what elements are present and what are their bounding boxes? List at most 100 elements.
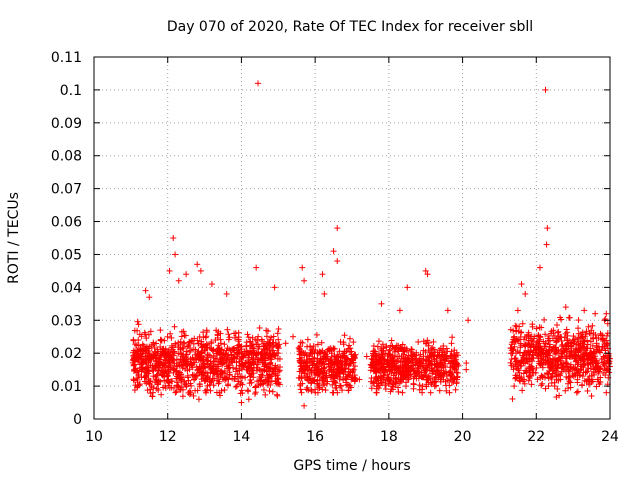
data-point [197, 355, 204, 362]
data-point [267, 381, 274, 388]
data-point [603, 389, 610, 396]
data-point [256, 324, 263, 331]
data-point [246, 360, 253, 367]
data-point [589, 322, 596, 329]
data-point [246, 339, 253, 346]
data-point [176, 371, 183, 378]
data-point [189, 354, 196, 361]
data-point [197, 365, 204, 372]
data-point [233, 366, 240, 373]
data-point [276, 367, 283, 374]
data-point [245, 396, 252, 403]
data-point [160, 351, 167, 358]
data-point [563, 326, 570, 333]
data-point [263, 327, 270, 334]
x-tick-label: 22 [527, 429, 545, 445]
data-point [212, 336, 219, 343]
data-point [260, 386, 267, 393]
data-point [135, 337, 142, 344]
data-point [132, 382, 139, 389]
data-point [162, 345, 169, 352]
data-point [173, 367, 180, 374]
data-point [219, 355, 226, 362]
data-point [579, 382, 586, 389]
data-point [271, 284, 278, 291]
data-point [228, 355, 235, 362]
data-point [257, 381, 264, 388]
data-point [238, 399, 245, 406]
data-point [314, 341, 321, 348]
data-point [173, 388, 180, 395]
data-point [509, 395, 516, 402]
data-point [195, 396, 202, 403]
data-point [329, 381, 336, 388]
data-point [226, 369, 233, 376]
data-point [541, 316, 548, 323]
data-point [229, 375, 236, 382]
data-point [155, 367, 162, 374]
data-point [187, 389, 194, 396]
data-point [404, 284, 411, 291]
data-point [172, 389, 179, 396]
data-point [528, 381, 535, 388]
data-point [184, 372, 191, 379]
data-point [153, 372, 160, 379]
data-point [215, 363, 222, 370]
y-tick-label: 0.05 [51, 247, 82, 263]
data-point [196, 381, 203, 388]
data-point [588, 392, 595, 399]
data-point [208, 340, 215, 347]
data-point [189, 364, 196, 371]
data-point [275, 336, 282, 343]
data-point [133, 347, 140, 354]
data-point [157, 348, 164, 355]
data-point [202, 369, 209, 376]
data-point [154, 371, 161, 378]
data-point [178, 333, 185, 340]
data-point [198, 368, 205, 375]
data-point [242, 374, 249, 381]
data-point [203, 329, 210, 336]
data-point [258, 336, 265, 343]
data-point [248, 379, 255, 386]
x-tick-label: 10 [85, 429, 103, 445]
data-point [268, 356, 275, 363]
data-point [142, 287, 149, 294]
data-point [183, 348, 190, 355]
data-point [194, 352, 201, 359]
data-point [575, 325, 582, 332]
data-point [213, 350, 220, 357]
y-tick-label: 0.11 [51, 50, 82, 66]
data-point [518, 281, 525, 288]
data-point [143, 353, 150, 360]
data-point [342, 365, 349, 372]
data-point [330, 248, 337, 255]
y-tick-label: 0 [73, 412, 82, 428]
data-point [134, 358, 141, 365]
data-point [299, 264, 306, 271]
data-point [207, 354, 214, 361]
y-axis-label: ROTI / TECUs [6, 192, 22, 284]
x-tick-labels: 10 12 14 16 18 20 22 24 [85, 429, 619, 445]
y-tick-label: 0.02 [51, 346, 82, 362]
data-point [131, 327, 138, 334]
data-point [170, 366, 177, 373]
data-point [230, 364, 237, 371]
data-point [250, 364, 257, 371]
data-point [399, 389, 406, 396]
data-point [207, 363, 214, 370]
data-point [233, 383, 240, 390]
data-point [197, 267, 204, 274]
data-point [160, 384, 167, 391]
data-point [202, 347, 209, 354]
data-point [270, 333, 277, 340]
data-point [223, 290, 230, 297]
data-point [130, 337, 137, 344]
data-point [297, 349, 304, 356]
data-point [232, 383, 239, 390]
data-point [233, 349, 240, 356]
data-point [194, 261, 201, 268]
data-point [266, 387, 273, 394]
data-point [155, 381, 162, 388]
data-point [156, 354, 163, 361]
